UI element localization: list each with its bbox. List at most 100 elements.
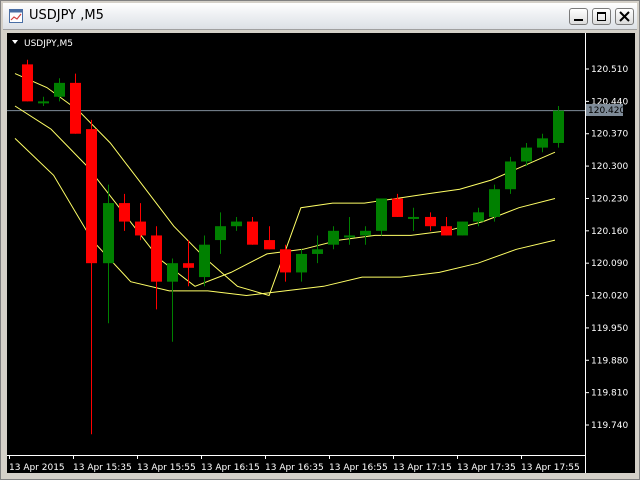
- candle-body: [151, 235, 162, 282]
- price-tick-label: 120.020: [591, 292, 628, 302]
- candle[interactable]: [296, 249, 307, 282]
- candle[interactable]: [86, 119, 97, 435]
- candle-body: [199, 244, 210, 278]
- time-tick-label: 13 Apr 16:55: [329, 463, 388, 473]
- candle-body: [441, 226, 452, 236]
- candle[interactable]: [441, 216, 452, 236]
- candle[interactable]: [103, 184, 114, 324]
- candle-body: [489, 189, 500, 217]
- time-tick-label: 13 Apr 2015: [9, 463, 65, 473]
- candle[interactable]: [553, 105, 564, 148]
- candle-body: [537, 138, 548, 148]
- price-tick-label: 119.880: [591, 356, 628, 366]
- candle-body: [215, 226, 226, 241]
- price-tick-label: 120.370: [591, 130, 628, 140]
- candle[interactable]: [505, 156, 516, 194]
- close-button[interactable]: [615, 8, 634, 25]
- candle-body: [70, 82, 81, 134]
- price-tick-label: 120.440: [591, 97, 628, 107]
- time-tick-label: 13 Apr 15:55: [137, 463, 196, 473]
- maximize-icon: [597, 12, 606, 21]
- candle-body: [344, 235, 355, 238]
- candlestick-chart[interactable]: 13 Apr 2015 13 Apr 15:35 13 Apr 15:55 13 Ap…: [7, 33, 585, 473]
- candle[interactable]: [167, 258, 178, 342]
- candle[interactable]: [38, 96, 49, 106]
- candle-body: [553, 110, 564, 143]
- candle-body: [119, 203, 130, 222]
- price-chart[interactable]: 13 Apr 2015 13 Apr 15:35 13 Apr 15:55 13 Ap…: [7, 33, 585, 473]
- candle[interactable]: [215, 212, 226, 254]
- window-title: USDJPY ,M5: [29, 8, 104, 23]
- candle[interactable]: [183, 240, 194, 287]
- time-tick-label: 13 Apr 15:35: [73, 463, 132, 473]
- close-icon: [619, 11, 630, 22]
- candle[interactable]: [408, 207, 419, 231]
- minimize-button[interactable]: [569, 8, 588, 25]
- candle[interactable]: [425, 212, 436, 231]
- candle-body: [247, 221, 258, 245]
- price-tick-label: 120.230: [591, 194, 628, 204]
- candle[interactable]: [135, 203, 146, 241]
- candle-body: [457, 221, 468, 236]
- candle[interactable]: [344, 216, 355, 245]
- candle-body: [296, 253, 307, 273]
- candle[interactable]: [360, 226, 371, 245]
- price-tick-label: 120.090: [591, 259, 628, 269]
- candle-body: [231, 221, 242, 227]
- current-price-tag: [586, 104, 623, 116]
- candle-body: [103, 203, 114, 264]
- candle[interactable]: [473, 207, 484, 227]
- candle-body: [521, 147, 532, 162]
- price-axis[interactable]: 120.510 120.440 120.370 120.300 120.230 120.1…: [585, 33, 635, 473]
- price-tick-label: 120.160: [591, 227, 628, 237]
- chart-menu-arrow-icon[interactable]: [12, 40, 18, 44]
- price-scale[interactable]: 120.510 120.440 120.370 120.300 120.230 120.1…: [585, 33, 635, 473]
- candle[interactable]: [199, 235, 210, 287]
- title-bar[interactable]: USDJPY ,M5: [3, 3, 637, 30]
- candle[interactable]: [392, 193, 403, 217]
- chart-symbol-label: USDJPY,M5: [24, 39, 73, 49]
- time-tick-label: 13 Apr 16:15: [201, 463, 260, 473]
- candle[interactable]: [280, 244, 291, 282]
- candle-body: [22, 64, 33, 102]
- candle[interactable]: [264, 226, 275, 250]
- candle[interactable]: [119, 193, 130, 231]
- candle-body: [505, 161, 516, 190]
- candle[interactable]: [489, 184, 500, 222]
- current-price-label: 120.420: [588, 106, 625, 116]
- candle-body: [167, 263, 178, 282]
- chart-window-icon: [9, 9, 23, 23]
- candle-body: [54, 82, 65, 97]
- time-tick-label: 13 Apr 17:15: [393, 463, 452, 473]
- maximize-button[interactable]: [592, 8, 611, 25]
- price-tick-label: 119.740: [591, 421, 628, 431]
- candle[interactable]: [22, 59, 33, 102]
- candle[interactable]: [231, 216, 242, 231]
- candle-body: [376, 198, 387, 231]
- candle[interactable]: [312, 235, 323, 264]
- candle-body: [264, 240, 275, 250]
- candle-body: [183, 263, 194, 268]
- candle[interactable]: [457, 221, 468, 236]
- price-tick-label: 120.300: [591, 162, 628, 172]
- candle-body: [425, 216, 436, 227]
- candle[interactable]: [247, 216, 258, 245]
- candle[interactable]: [376, 198, 387, 236]
- candle[interactable]: [151, 226, 162, 310]
- price-tick-label: 120.510: [591, 65, 628, 75]
- candle[interactable]: [328, 226, 339, 250]
- candle-body: [135, 221, 146, 236]
- candle-body: [86, 129, 97, 264]
- candle[interactable]: [537, 133, 548, 153]
- time-tick-label: 13 Apr 17:35: [457, 463, 516, 473]
- candle-body: [473, 212, 484, 222]
- candle-body: [38, 101, 49, 104]
- candle[interactable]: [70, 73, 81, 134]
- candle[interactable]: [521, 142, 532, 167]
- candle[interactable]: [54, 78, 65, 102]
- candle-body: [408, 216, 419, 219]
- minimize-icon: [574, 19, 583, 21]
- candle-body: [280, 249, 291, 273]
- time-tick-label: 13 Apr 17:55: [521, 463, 580, 473]
